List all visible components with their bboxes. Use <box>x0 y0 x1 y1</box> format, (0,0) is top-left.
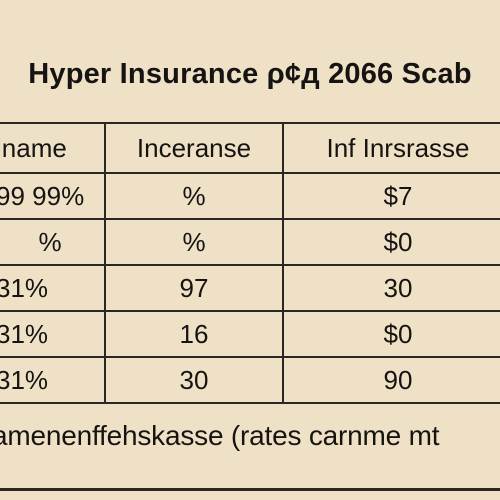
table-row: 31% 16 $0 <box>0 310 500 358</box>
table-cell: 16 <box>104 310 284 358</box>
table-cell: $7 <box>282 172 500 220</box>
table-cell: $0 <box>282 218 500 266</box>
bottom-divider <box>0 488 500 491</box>
table-cell: 99 99% <box>0 172 106 220</box>
table-cell: 31% <box>0 310 106 358</box>
table-cell: 31% <box>0 356 106 404</box>
table-cell: 30 <box>282 264 500 312</box>
table-row: 31% 30 90 <box>0 356 500 404</box>
table-cell: 90 <box>282 356 500 404</box>
table-header-row: iname Inceranse Inf Inrsrasse <box>0 122 500 174</box>
column-header-name: iname <box>0 122 106 174</box>
table-cell: 31% <box>0 264 106 312</box>
table-cell: % <box>0 218 106 266</box>
table-cell: 30 <box>104 356 284 404</box>
document-title: Hyper Insurance ρ¢д 2066 Scab <box>28 58 472 90</box>
table-row: 99 99% % $7 <box>0 172 500 220</box>
column-header-insurance: Inceranse <box>104 122 284 174</box>
column-header-inf-insurance: Inf Inrsrasse <box>282 122 500 174</box>
table-cell: 97 <box>104 264 284 312</box>
table-cell: % <box>104 172 284 220</box>
table-row: % % $0 <box>0 218 500 266</box>
table-row: 31% 97 30 <box>0 264 500 312</box>
table-cell: $0 <box>282 310 500 358</box>
footer-caption: amenenffehskasse (rates carnme mt <box>0 420 440 451</box>
rates-table: iname Inceranse Inf Inrsrasse 99 99% % $… <box>0 122 500 404</box>
table-cell: % <box>104 218 284 266</box>
